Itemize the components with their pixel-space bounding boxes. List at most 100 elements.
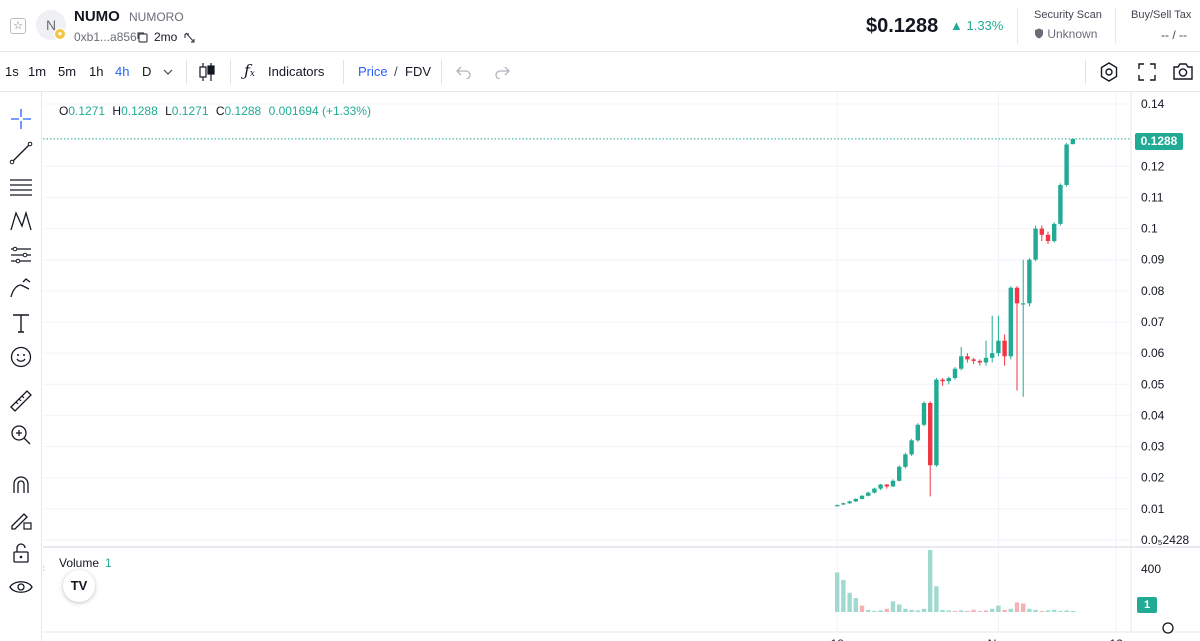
volume-bar — [1045, 610, 1051, 612]
volume-bar — [890, 601, 896, 612]
token-name: NUMORO — [129, 10, 184, 24]
volume-bar — [1052, 609, 1057, 612]
price-chart[interactable]: 0.14 0.12 0.11 0.1 0.09 0.08 0.07 0.06 0.05 0.04 0… — [43, 92, 1200, 641]
price-change: ▲ 1.33% — [950, 18, 1004, 33]
measure-tool[interactable] — [8, 388, 34, 414]
lock-all-tool[interactable] — [8, 540, 34, 566]
undo-icon[interactable] — [456, 65, 472, 79]
favorite-star-icon[interactable]: ☆ — [10, 18, 26, 34]
chart-canvas[interactable]: 0.14 0.12 0.11 0.1 0.09 0.08 0.07 0.06 0.05 0.04 0… — [43, 92, 1200, 641]
emoji-tool[interactable] — [8, 344, 34, 370]
time-axis-tick: 12 — [1110, 637, 1124, 641]
indicators-fx-icon[interactable]: ƒx — [244, 61, 255, 80]
fdv-toggle[interactable]: FDV — [405, 64, 431, 79]
collapse-arrow-icon: ‹ — [43, 561, 45, 575]
token-header: ☆ N ● NUMO NUMORO 0xb1...a856 2mo $0.128… — [0, 0, 1200, 52]
volume-bar — [1058, 610, 1063, 612]
fullscreen-icon[interactable] — [1137, 62, 1157, 82]
pattern-tool[interactable] — [8, 208, 34, 234]
security-scan-value[interactable]: Unknown — [1034, 27, 1097, 41]
volume-bar — [1033, 609, 1038, 612]
indicators-button[interactable]: Indicators — [268, 64, 325, 79]
volume-bar — [909, 609, 914, 612]
copy-icon[interactable] — [136, 31, 148, 43]
candle-body — [872, 488, 877, 493]
volume-bar — [903, 608, 908, 612]
price-axis-tick: 0.12 — [1141, 159, 1165, 173]
timeframe-5m[interactable]: 5m — [58, 64, 77, 79]
token-avatar: N — [36, 10, 66, 40]
price-axis-tick: 0.0₅2428 — [1141, 533, 1190, 547]
redo-icon[interactable] — [494, 65, 510, 79]
volume-label: Volume — [59, 556, 100, 570]
candle-body — [921, 402, 927, 425]
candle-body — [983, 357, 989, 363]
candle-body — [996, 340, 1001, 354]
volume-bar — [990, 608, 995, 612]
volume-bar — [1014, 602, 1020, 612]
timeframe-1s[interactable]: 1s — [5, 64, 19, 79]
price-axis-tick: 0.07 — [1141, 315, 1165, 329]
volume-bar — [884, 608, 889, 612]
hide-drawings-tool[interactable] — [8, 574, 34, 600]
volume-bar — [983, 610, 989, 612]
pencil-lock-icon — [11, 513, 32, 530]
header-divider — [1017, 8, 1018, 44]
magnet-icon — [13, 476, 29, 493]
settings-icon[interactable] — [1098, 61, 1120, 83]
timeframe-1m[interactable]: 1m — [28, 64, 47, 79]
axis-settings-icon — [1162, 622, 1174, 634]
crosshair-icon — [11, 109, 31, 129]
candle-body — [977, 360, 982, 363]
trend-line-tool[interactable] — [8, 140, 34, 166]
trend-line-icon — [9, 141, 33, 165]
candle-body — [1027, 259, 1032, 304]
camera-icon[interactable] — [1172, 61, 1194, 81]
zoom-tool[interactable] — [8, 422, 34, 448]
candle-body — [990, 353, 995, 358]
price-axis-tick: 0.01 — [1141, 502, 1165, 516]
volume-bar — [1064, 610, 1069, 612]
text-tool[interactable] — [8, 310, 34, 336]
brush-tool[interactable] — [8, 276, 34, 302]
ohlc-close: 0.1288 — [224, 104, 262, 118]
toolbar-divider — [186, 60, 187, 84]
ohlc-open: 0.1271 — [68, 104, 106, 118]
buy-sell-tax-label: Buy/Sell Tax — [1131, 9, 1192, 21]
candle-body — [903, 454, 908, 467]
current-price: $0.1288 — [866, 15, 939, 37]
timeframe-4h[interactable]: 4h — [115, 64, 130, 79]
chevron-down-icon[interactable] — [163, 67, 173, 77]
magnet-tool[interactable] — [8, 472, 34, 498]
timeframe-d[interactable]: D — [142, 64, 152, 79]
volume-bar — [971, 609, 976, 612]
hide-icon[interactable] — [183, 31, 196, 44]
prediction-tool[interactable] — [8, 242, 34, 268]
crosshair-tool[interactable] — [8, 106, 34, 132]
price-toggle[interactable]: Price — [358, 64, 388, 79]
token-address[interactable]: 0xb1...a856 — [74, 30, 137, 44]
volume-bar — [928, 550, 933, 612]
candle-body — [1014, 287, 1020, 304]
volume-bar — [952, 610, 958, 612]
toolbar-divider — [343, 60, 344, 84]
tradingview-logo[interactable]: TV — [63, 570, 95, 602]
fib-tool[interactable] — [8, 174, 34, 200]
volume-bar — [878, 610, 883, 612]
candle-body — [1033, 228, 1038, 260]
candlestick-type-icon[interactable] — [198, 62, 216, 82]
timeframe-1h[interactable]: 1h — [89, 64, 104, 79]
price-axis-tick: 0.14 — [1141, 97, 1165, 111]
price-axis-tick: 0.1 — [1141, 222, 1158, 236]
security-scan-label: Security Scan — [1034, 9, 1102, 21]
price-axis-tick: 0.02 — [1141, 471, 1165, 485]
candle-body — [890, 480, 896, 487]
buy-sell-tax-value: -- / -- — [1161, 28, 1187, 42]
smiley-icon — [10, 346, 32, 368]
candle-body — [959, 356, 964, 369]
candle-body — [1002, 340, 1007, 357]
lock-drawing-mode-tool[interactable] — [8, 506, 34, 532]
volume-bar — [946, 610, 951, 612]
volume-bar — [1008, 608, 1013, 612]
ohlc-low: 0.1271 — [171, 104, 209, 118]
